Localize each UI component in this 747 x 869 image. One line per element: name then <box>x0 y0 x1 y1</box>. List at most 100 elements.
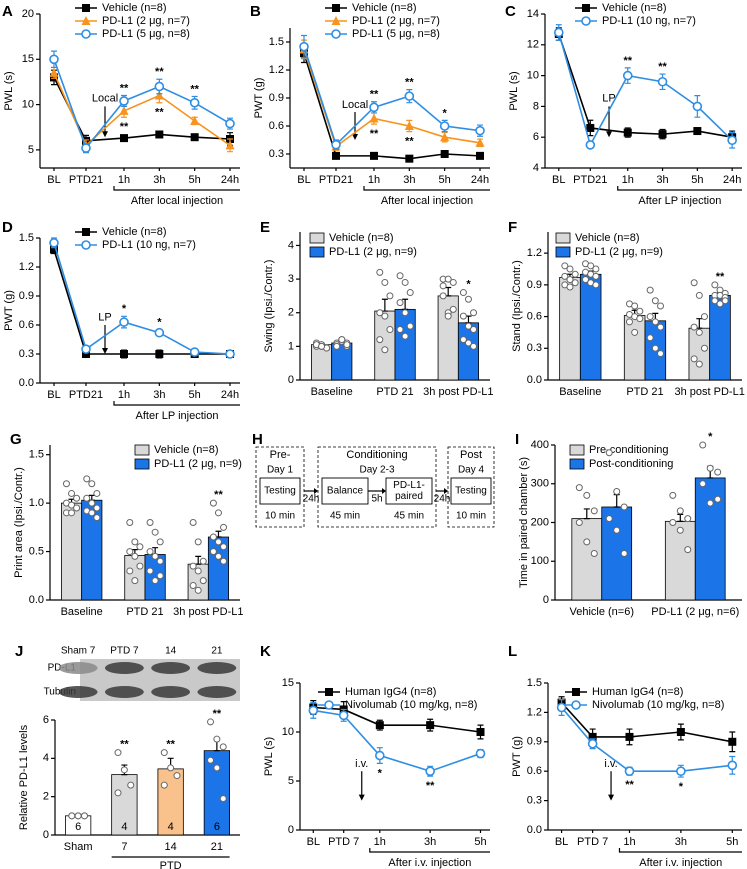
y-axis-label: PWT (g) <box>511 736 523 777</box>
data-point <box>173 772 181 780</box>
data-point <box>401 278 409 286</box>
legend-swatch <box>309 246 325 258</box>
bracket <box>618 848 742 853</box>
data-point <box>646 313 654 321</box>
data-point <box>669 519 677 526</box>
x-tick-label: 5h <box>726 836 738 848</box>
y-tick-label: 10 <box>22 98 34 110</box>
data-point <box>220 523 228 531</box>
marker <box>658 130 667 139</box>
marker <box>49 238 59 248</box>
annotation: LP <box>98 312 111 324</box>
x-axis-label: After i.v. injection <box>639 857 722 869</box>
data-point <box>120 766 128 774</box>
x-tick-label: PTD 21 <box>126 606 163 618</box>
significance: ** <box>166 738 175 750</box>
marker <box>81 29 91 39</box>
data-point <box>343 341 351 349</box>
x-tick-label: BL <box>47 174 60 186</box>
data-point <box>449 278 457 286</box>
data-point <box>68 501 76 509</box>
bar <box>694 477 726 601</box>
data-point <box>73 494 81 502</box>
marker <box>425 766 435 777</box>
legend-swatch <box>555 246 571 258</box>
marker <box>299 41 309 52</box>
data-point <box>690 355 698 363</box>
data-point <box>396 326 404 334</box>
data-point <box>464 295 472 303</box>
data-point <box>207 756 215 764</box>
bracket <box>113 401 240 406</box>
legend-swatch <box>569 458 585 470</box>
series-line <box>53 242 231 355</box>
error-bar <box>195 555 202 565</box>
legend-label: PD-L1 (2 μg, n=9) <box>329 246 417 258</box>
significance: * <box>443 107 448 119</box>
data-point <box>126 548 134 556</box>
stage-day: Day 1 <box>267 465 294 476</box>
y-tick-label: 400 <box>531 439 549 451</box>
data-point <box>167 764 175 772</box>
y-tick-label: 15 <box>282 677 294 689</box>
data-point <box>716 300 724 308</box>
bar <box>374 310 396 381</box>
data-point <box>566 276 574 284</box>
data-point <box>194 567 202 575</box>
data-point <box>690 279 698 287</box>
marker <box>189 347 200 357</box>
stage-day: Day 4 <box>458 465 485 476</box>
legend-swatch <box>134 444 150 456</box>
marker <box>120 134 128 143</box>
x-tick-label: Baseline <box>559 386 601 398</box>
y-axis-label: Swing (Ipsi./Contr.) <box>263 260 275 353</box>
data-point <box>209 533 217 541</box>
data-point <box>156 538 164 546</box>
marker <box>588 732 597 741</box>
x-tick-label: 24h <box>221 389 239 401</box>
y-tick-label: 0 <box>543 594 549 606</box>
data-point <box>401 332 409 340</box>
step-duration: 45 min <box>394 511 424 522</box>
marker <box>154 327 165 338</box>
data-point <box>711 281 719 289</box>
data-point <box>459 336 467 344</box>
series-line <box>558 32 733 148</box>
x-tick-label: PTD21 <box>69 174 103 186</box>
series-line <box>313 706 481 733</box>
data-point <box>449 305 457 313</box>
y-tick-label: 300 <box>531 478 549 490</box>
x-tick-label: 3h post PD-L1 <box>423 386 493 398</box>
data-point <box>88 509 96 517</box>
n-label: 6 <box>75 821 81 833</box>
marker <box>439 121 450 131</box>
y-axis-label: PWT (g) <box>3 290 15 331</box>
data-point <box>583 538 591 546</box>
data-point <box>470 342 478 350</box>
x-tick-label: BL <box>297 174 310 186</box>
step-duration: 10 min <box>265 511 295 522</box>
marker <box>325 688 333 696</box>
y-tick-label: 8 <box>533 100 539 112</box>
group-label: PTD <box>160 860 182 869</box>
marker <box>331 16 341 25</box>
data-point <box>571 270 579 278</box>
marker <box>404 121 414 130</box>
marker <box>405 154 414 163</box>
data-point <box>146 519 154 526</box>
data-point <box>714 468 722 476</box>
marker <box>623 128 632 137</box>
data-point <box>376 336 384 344</box>
x-tick-label: BL <box>47 389 60 401</box>
data-point <box>220 557 228 565</box>
arrow-head <box>608 794 615 801</box>
data-point <box>209 499 217 507</box>
data-point <box>126 519 134 526</box>
x-tick-label: 3h <box>153 174 165 186</box>
data-point <box>459 289 467 297</box>
marker <box>120 350 128 358</box>
x-tick-label: 5h <box>439 174 451 186</box>
legend-label: PD-L1 (2 μg, n=9) <box>154 458 242 470</box>
y-tick-label: 12 <box>527 39 539 51</box>
significance: ** <box>190 83 199 95</box>
